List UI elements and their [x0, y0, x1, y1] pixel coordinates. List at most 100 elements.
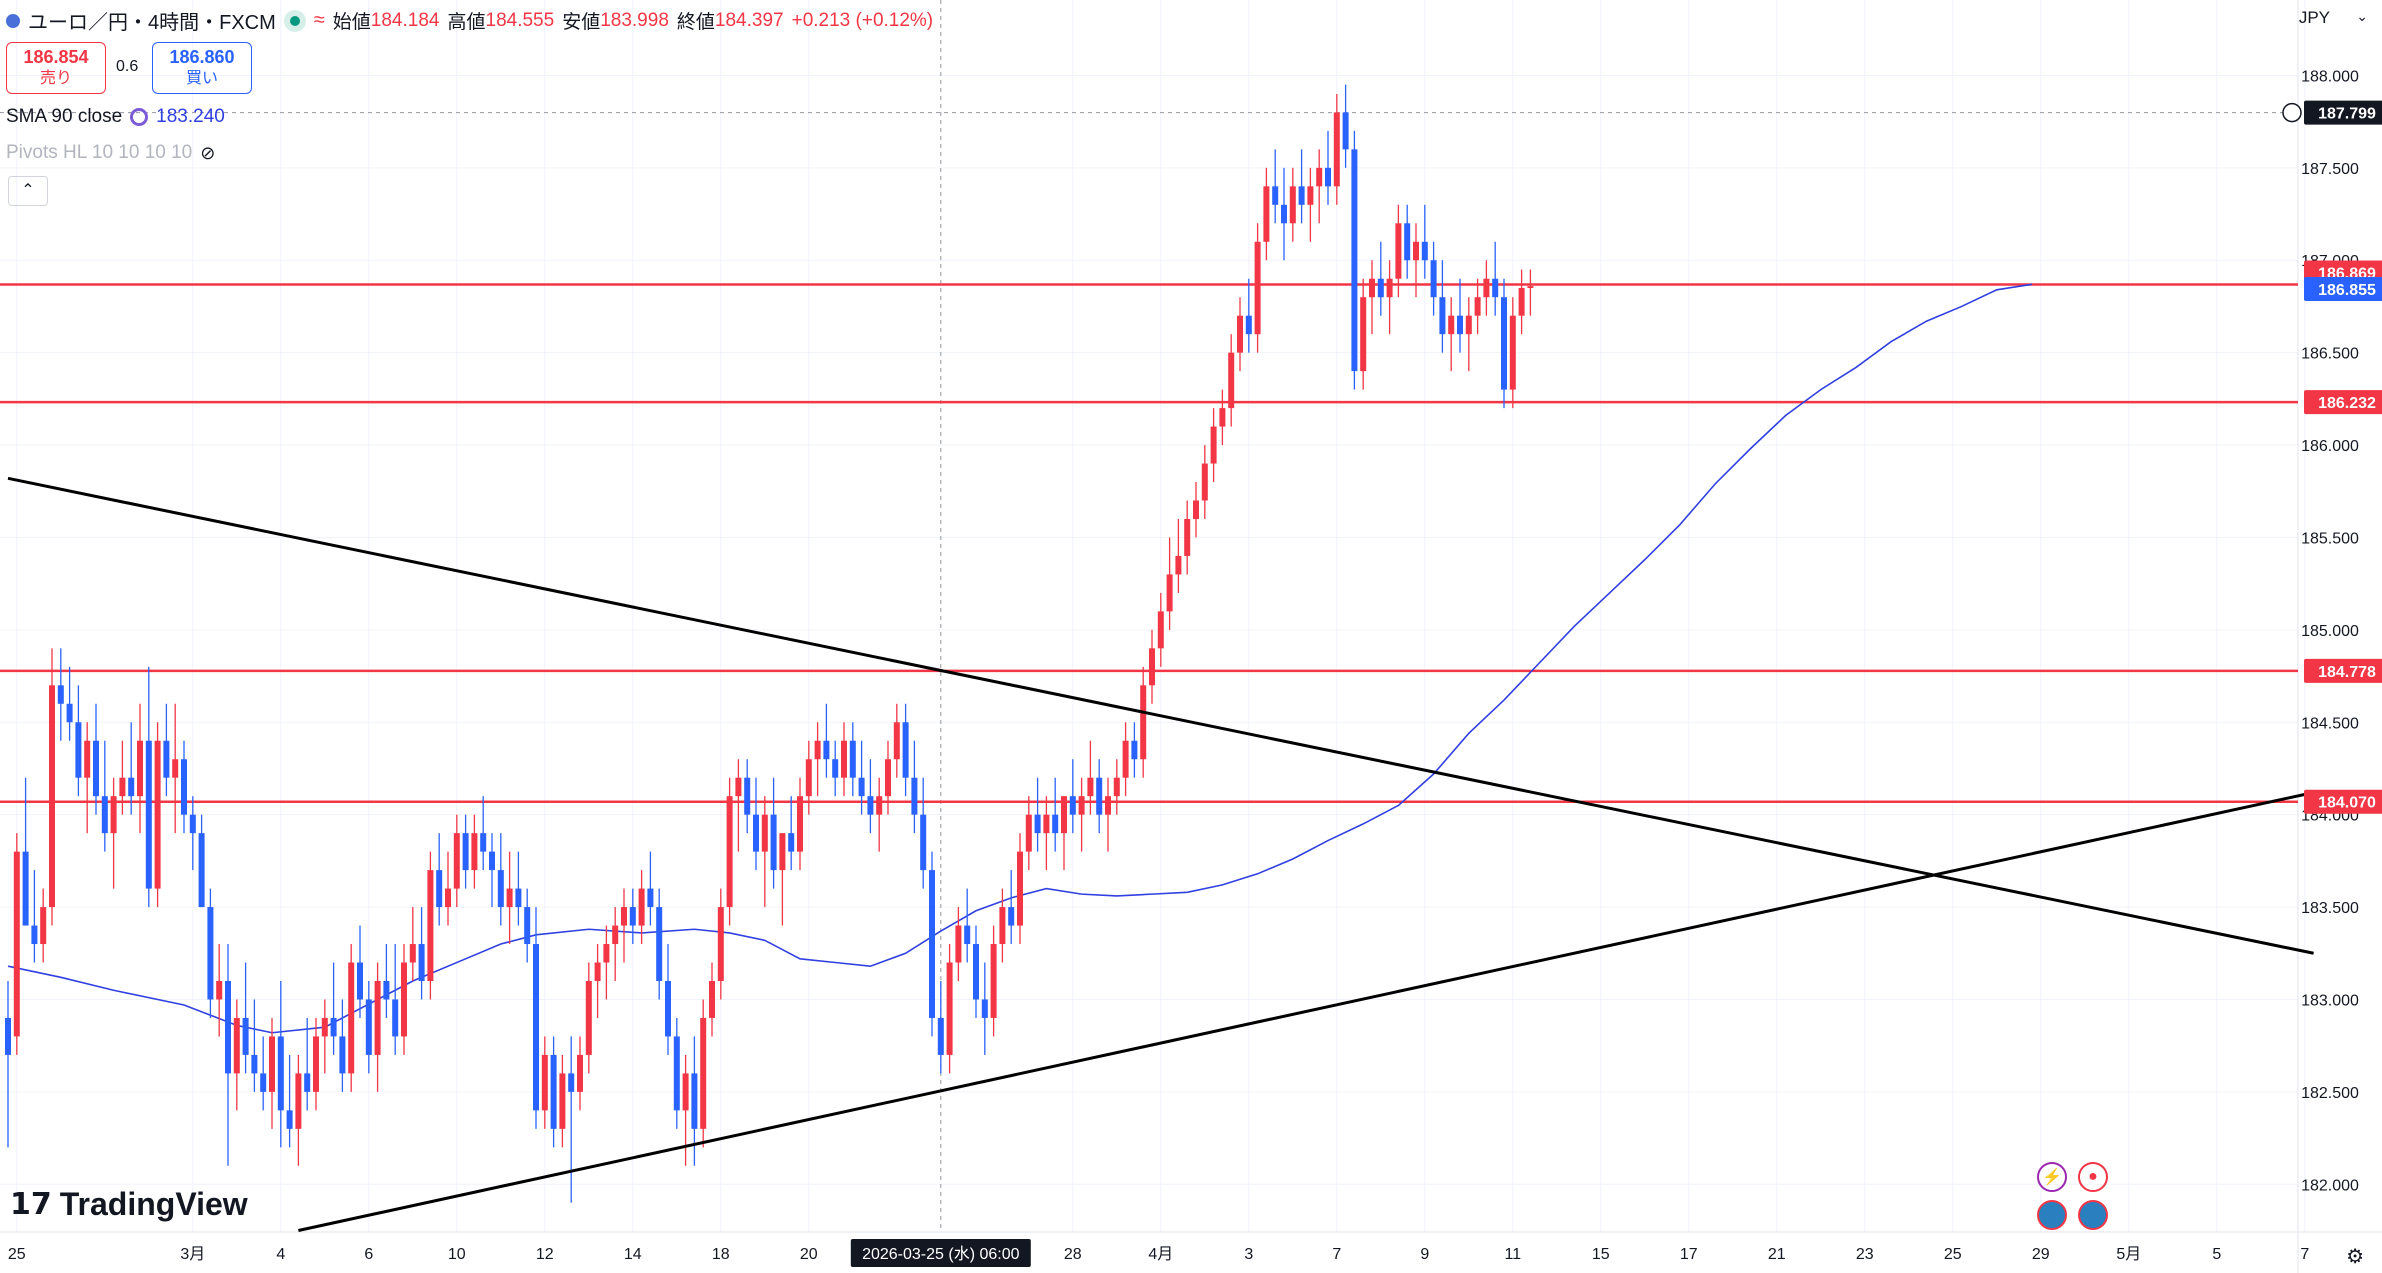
candle-body — [269, 1036, 275, 1092]
candle-body — [603, 944, 610, 963]
sell-button[interactable]: 186.854 売り — [6, 42, 106, 94]
price-tick-label: 183.500 — [2301, 900, 2359, 917]
candle-body — [638, 888, 645, 926]
record-icon[interactable]: ● — [2078, 1162, 2108, 1192]
candle-body — [885, 759, 891, 797]
candle-body — [348, 962, 355, 1074]
settings-badge-icon[interactable] — [2037, 1200, 2067, 1230]
candle-body — [832, 759, 839, 778]
candle-body — [101, 796, 108, 834]
candle-body — [867, 796, 874, 815]
candle-body — [1017, 851, 1023, 926]
candle-body — [1439, 297, 1446, 335]
candle-body — [1034, 814, 1041, 834]
price-label-text: 184.778 — [2318, 664, 2376, 681]
time-tick-label: 11 — [1504, 1246, 1521, 1263]
sma-legend[interactable]: SMA 90 close 183.240 — [6, 106, 225, 128]
candle-body — [665, 980, 671, 1037]
sma-refresh-icon[interactable] — [130, 108, 149, 126]
candle-body — [1237, 315, 1243, 353]
candle-body — [797, 796, 803, 852]
candle-body — [13, 851, 20, 1037]
candle-body — [49, 685, 55, 908]
low-label: 安値 — [562, 12, 601, 33]
high-value: 184.555 — [485, 9, 555, 31]
candle-body — [1219, 408, 1226, 427]
currency-chevron-icon[interactable]: ⌄ — [2356, 8, 2368, 24]
candle-body — [1166, 574, 1173, 612]
candle-body — [1096, 777, 1103, 815]
chart-settings-gear-icon[interactable]: ⚙ — [2346, 1246, 2364, 1268]
price-tick-label: 185.500 — [2301, 530, 2359, 547]
candle-body — [964, 925, 971, 945]
candle-body — [5, 1017, 11, 1055]
candle-body — [823, 740, 830, 760]
candle-body — [1395, 223, 1402, 279]
buy-label: 買い — [185, 70, 218, 87]
candle-body — [1201, 463, 1208, 501]
candle-body — [1307, 186, 1314, 205]
candle-body — [990, 944, 997, 1018]
candle-body — [436, 870, 443, 908]
time-tick-label: 17 — [1680, 1246, 1698, 1263]
pivots-legend[interactable]: Pivots HL 10 10 10 10 ⊘ — [6, 142, 215, 164]
data-source-icon: ≈ — [313, 9, 325, 31]
candle-body — [216, 980, 223, 1000]
symbol-legend: ユーロ／円・4時間・FXCM ≈ 始値 184.184 高値 184.555 安値 1… — [6, 6, 933, 35]
candle-body — [1087, 777, 1094, 797]
candle-body — [304, 1073, 311, 1092]
candle-body — [911, 777, 918, 815]
buy-button[interactable]: 186.860 買い — [152, 42, 252, 94]
candle-body — [1413, 241, 1419, 261]
sell-label: 売り — [39, 70, 72, 87]
candle-body — [682, 1073, 689, 1111]
time-tick-label: 23 — [1856, 1246, 1874, 1263]
symbol-title[interactable]: ユーロ／円・4時間・FXCM — [28, 12, 276, 34]
candle-body — [145, 740, 152, 889]
candle-body — [1377, 278, 1384, 298]
candle-body — [1245, 315, 1252, 335]
candle-body — [709, 980, 715, 1018]
candle-body — [31, 925, 38, 945]
time-tick-label: 29 — [2032, 1246, 2050, 1263]
market-open-icon — [283, 9, 306, 32]
settings-badge-icon-2[interactable] — [2078, 1200, 2108, 1230]
candle-body — [691, 1073, 698, 1129]
time-tick-label: 4 — [276, 1246, 285, 1263]
candle-body — [1184, 518, 1191, 556]
candle-body — [374, 980, 381, 1055]
collapse-legend-button[interactable]: ⌃ — [8, 176, 48, 206]
lightning-icon[interactable]: ⚡ — [2037, 1162, 2067, 1192]
time-tick-label: 12 — [536, 1246, 554, 1263]
candle-body — [1149, 648, 1155, 686]
hidden-eye-icon[interactable]: ⊘ — [200, 142, 216, 163]
tradingview-logo-icon: 𝟭𝟳 — [10, 1188, 52, 1221]
candle-body — [40, 907, 47, 945]
time-tick-label: 15 — [1592, 1246, 1610, 1263]
candle-body — [717, 907, 724, 981]
price-tick-label: 182.500 — [2301, 1085, 2359, 1102]
candle-body — [313, 1036, 319, 1092]
candle-body — [453, 833, 460, 889]
currency-label[interactable]: JPY — [2298, 8, 2330, 27]
time-tick-label: 5 — [2212, 1246, 2221, 1263]
candle-body — [119, 777, 126, 797]
candle-body — [1175, 555, 1182, 575]
candle-body — [84, 740, 91, 778]
candle-body — [1483, 278, 1490, 298]
candle-body — [251, 1054, 258, 1074]
candle-body — [22, 851, 29, 926]
candle-body — [1342, 112, 1349, 150]
price-tick-label: 185.000 — [2301, 623, 2359, 640]
price-label-text: 187.799 — [2318, 106, 2376, 123]
candle-body — [57, 685, 64, 704]
candle-body — [1351, 149, 1358, 372]
candle-body — [929, 870, 935, 1018]
candle-body — [295, 1073, 302, 1129]
candle-body — [357, 962, 363, 1000]
candle-body — [981, 999, 988, 1018]
candle-body — [480, 833, 487, 852]
candle-body — [427, 870, 434, 981]
candle-body — [1078, 796, 1085, 815]
